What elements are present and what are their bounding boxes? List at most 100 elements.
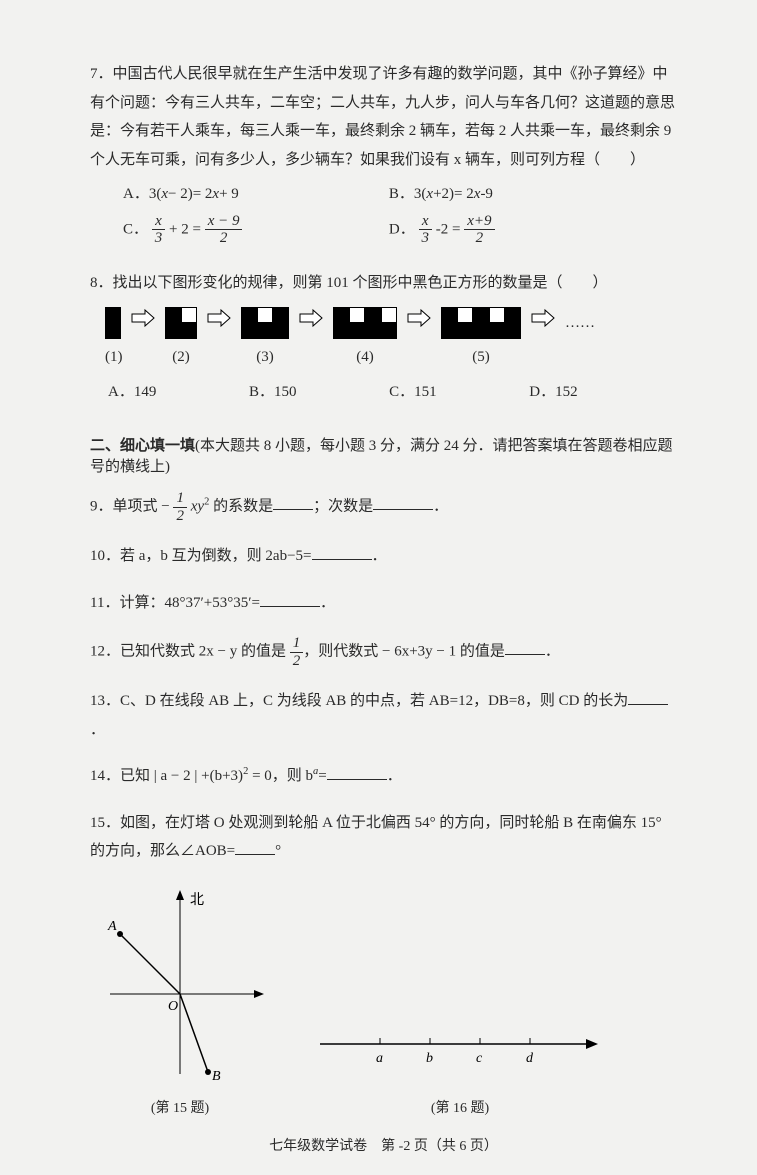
page: 7．中国古代人民很早就在生产生活中发现了许多有趣的数学问题，其中《孙子算经》中有… xyxy=(0,0,757,1175)
q7-opt-b: B．3(x+2)= 2x-9 xyxy=(389,180,655,209)
blank xyxy=(628,689,668,705)
q10-t2: ． xyxy=(372,548,387,564)
q10-number: 10． xyxy=(90,548,120,564)
arrow-icon xyxy=(407,308,431,339)
q7a-2: − 2)= 2 xyxy=(168,186,212,202)
q7d-mid: -2 = xyxy=(436,221,464,237)
q9-ft: 1 xyxy=(173,490,187,508)
blank xyxy=(327,764,387,780)
question-11: 11．计算：48°37′+53°35′= ． xyxy=(90,589,677,618)
arrow-icon xyxy=(207,308,231,339)
blank xyxy=(505,639,545,655)
q7b-3: -9 xyxy=(480,186,493,202)
q15-tail: ° xyxy=(275,843,281,859)
q8-text: 找出以下图形变化的规律，则第 101 个图形中黑色正方形的数量是（ ） xyxy=(113,275,608,291)
q14-t1: 已知 | a − 2 | +(b+3) xyxy=(120,768,243,784)
q7d-fb1: 3 xyxy=(419,230,433,247)
compass-diagram: 北 A O B xyxy=(90,884,270,1084)
q9-t4: ；次数是 xyxy=(313,498,373,514)
question-10: 10．若 a，b 互为倒数，则 2ab−5= ． xyxy=(90,542,677,571)
q14-number: 14． xyxy=(90,768,120,784)
q8-labels: (1) (2) (3) (4) (5) xyxy=(90,343,677,372)
q10-t1: 若 a，b 互为倒数，则 2ab−5= xyxy=(120,548,312,564)
diagram-15-caption: (第 15 题) xyxy=(90,1097,270,1117)
q8-opt-b: B．150 xyxy=(249,378,297,407)
q8-opt-c: C．151 xyxy=(389,378,437,407)
diagram-15: 北 A O B (第 15 题) xyxy=(90,884,270,1117)
north-label: 北 xyxy=(190,892,204,908)
point-b-label: B xyxy=(212,1069,221,1084)
q11-t2: ． xyxy=(320,595,335,611)
tick-b: b xyxy=(426,1051,433,1066)
q11-t1: 计算：48°37′+53°35′= xyxy=(119,595,259,611)
q8-fig1 xyxy=(105,307,121,339)
q12-t1: 已知代数式 2x − y 的值是 xyxy=(120,643,290,659)
q8-opt-a: A．149 xyxy=(108,378,156,407)
q7d-label: D． xyxy=(389,221,415,237)
q7c-label: C． xyxy=(123,221,148,237)
q12-ft: 1 xyxy=(290,635,304,653)
question-12: 12．已知代数式 2x − y 的值是 12，则代数式 − 6x+3y − 1 … xyxy=(90,635,677,669)
q8-lab1: (1) xyxy=(105,343,121,372)
q8-fig5 xyxy=(441,307,521,339)
tick-d: d xyxy=(526,1051,534,1066)
arrow-icon xyxy=(531,308,555,339)
q9-t2: xy xyxy=(187,498,204,514)
question-7: 7．中国古代人民很早就在生产生活中发现了许多有趣的数学问题，其中《孙子算经》中有… xyxy=(90,60,677,251)
q9-t5: ． xyxy=(433,498,448,514)
q8-number: 8． xyxy=(90,269,113,298)
q13-number: 13． xyxy=(90,693,120,709)
q12-t2: ，则代数式 − 6x+3y − 1 的值是 xyxy=(303,643,505,659)
blank xyxy=(235,839,275,855)
q8-pattern-row: …… xyxy=(90,307,677,339)
q14-tail: ． xyxy=(387,768,402,784)
q8-lab5: (5) xyxy=(441,343,521,372)
q9-number: 9． xyxy=(90,498,113,514)
q8-fig4 xyxy=(333,307,397,339)
q7a-3: + 9 xyxy=(219,186,239,202)
point-a-label: A xyxy=(107,919,117,934)
q7d-fb2: 2 xyxy=(464,230,494,247)
q8-lab4: (4) xyxy=(333,343,397,372)
q14-t2: = 0，则 b xyxy=(248,768,313,784)
section-2-heading: 二、细心填一填(本大题共 8 小题，每小题 3 分，满分 24 分．请把答案填在… xyxy=(90,434,677,476)
question-15: 15．如图，在灯塔 O 处观测到轮船 A 位于北偏西 54° 的方向，同时轮船 … xyxy=(90,809,677,866)
q8-options: A．149 B．150 C．151 D．152 xyxy=(90,378,578,407)
q7c-ft2: x − 9 xyxy=(205,213,243,231)
q8-lab2: (2) xyxy=(165,343,197,372)
diagram-16: a b c d (第 16 题) xyxy=(310,1004,610,1117)
q13-t: C、D 在线段 AB 上，C 为线段 AB 的中点，若 AB=12，DB=8，则… xyxy=(120,693,628,709)
q13-tail: ． xyxy=(90,722,105,738)
blank xyxy=(273,494,313,510)
page-footer: 七年级数学试卷 第 -2 页（共 6 页） xyxy=(90,1135,677,1155)
tick-c: c xyxy=(476,1051,483,1066)
q7c-fb1: 3 xyxy=(152,230,166,247)
q8-lab3: (3) xyxy=(241,343,289,372)
q9-fb: 2 xyxy=(173,508,187,525)
q8-fig2 xyxy=(165,307,197,339)
blank xyxy=(312,544,372,560)
q8-opt-d: D．152 xyxy=(529,378,577,407)
blank xyxy=(373,494,433,510)
q7c-fb2: 2 xyxy=(205,230,243,247)
arrow-icon xyxy=(299,308,323,339)
tick-a: a xyxy=(376,1051,383,1066)
q15-number: 15． xyxy=(90,815,120,831)
question-13: 13．C、D 在线段 AB 上，C 为线段 AB 的中点，若 AB=12，DB=… xyxy=(90,687,677,744)
q7-opt-a: A．3(x− 2)= 2x+ 9 xyxy=(123,180,389,209)
q7b-1: B．3( xyxy=(389,186,427,202)
question-8: 8．找出以下图形变化的规律，则第 101 个图形中黑色正方形的数量是（ ） xyxy=(90,269,677,407)
diagram-16-caption: (第 16 题) xyxy=(310,1097,610,1117)
q7-number: 7． xyxy=(90,60,113,89)
q9-t1: 单项式 − xyxy=(113,498,174,514)
q7d-ft2: x+9 xyxy=(464,213,494,231)
q7b-2: +2)= 2 xyxy=(433,186,474,202)
q7d-ft1: x xyxy=(419,213,433,231)
q12-fb: 2 xyxy=(290,653,304,670)
q11-number: 11． xyxy=(90,595,119,611)
q12-t3: ． xyxy=(545,643,560,659)
q8-dots: …… xyxy=(565,309,595,338)
question-14: 14．已知 | a − 2 | +(b+3)2 = 0，则 ba=． xyxy=(90,762,677,791)
question-9: 9．单项式 − 12 xy2 的系数是；次数是． xyxy=(90,490,677,524)
number-line-diagram: a b c d xyxy=(310,1004,610,1084)
